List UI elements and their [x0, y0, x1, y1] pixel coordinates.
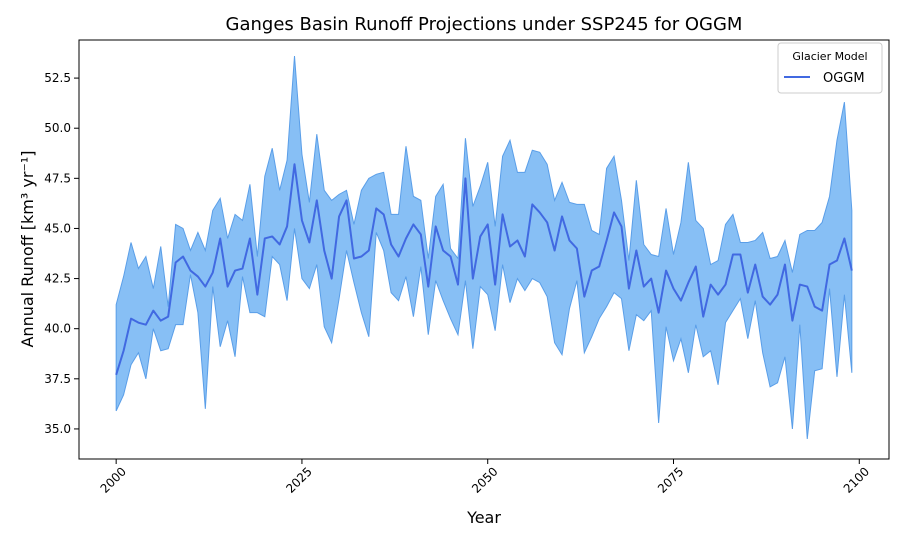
- range-band-oggm: [115, 56, 853, 440]
- y-tick-label: 42.5: [44, 272, 71, 286]
- x-tick-label: 2000: [98, 464, 129, 495]
- x-tick-label: 2075: [655, 464, 686, 495]
- legend-label-oggm: OGGM: [823, 71, 865, 86]
- chart-title: Ganges Basin Runoff Projections under SS…: [226, 14, 743, 35]
- x-axis: 2000 2025 2050 2075 2100: [98, 459, 872, 496]
- y-axis-label: Annual Runoff [km³ yr⁻¹]: [18, 150, 37, 347]
- y-tick-label: 37.5: [44, 372, 71, 386]
- plot-area: [115, 56, 853, 440]
- y-tick-label: 50.0: [44, 121, 71, 135]
- y-tick-label: 47.5: [44, 171, 71, 185]
- legend-box: [777, 42, 883, 94]
- series-line-oggm: [115, 163, 853, 376]
- legend: Glacier Model OGGM: [777, 42, 883, 94]
- x-tick-label: 2100: [841, 464, 872, 495]
- y-tick-label: 40.0: [44, 322, 71, 336]
- y-tick-label: 52.5: [44, 71, 71, 85]
- x-tick-label: 2050: [469, 464, 500, 495]
- y-tick-label: 45.0: [44, 221, 71, 235]
- x-tick-label: 2025: [283, 464, 314, 495]
- y-tick-label: 35.0: [44, 422, 71, 436]
- y-axis: 35.0 37.5 40.0 42.5 45.0 47.5 50.0 52.5: [44, 71, 79, 436]
- legend-title: Glacier Model: [792, 50, 867, 63]
- plot-frame: [78, 39, 890, 460]
- x-axis-label: Year: [466, 508, 501, 527]
